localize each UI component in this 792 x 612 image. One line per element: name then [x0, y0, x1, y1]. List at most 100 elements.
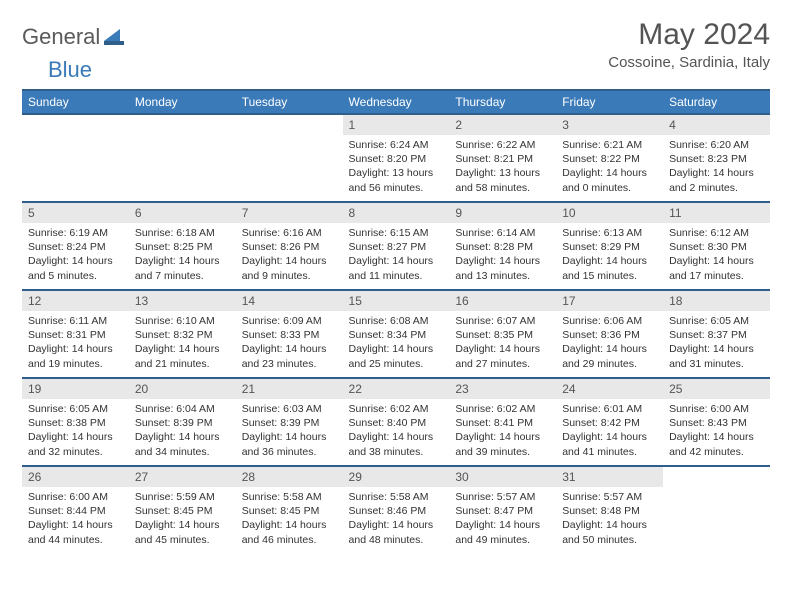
day-body: Sunrise: 6:12 AMSunset: 8:30 PMDaylight:…	[663, 223, 770, 287]
day-number: 27	[129, 467, 236, 487]
day-body: Sunrise: 6:08 AMSunset: 8:34 PMDaylight:…	[343, 311, 450, 375]
sunrise-line: Sunrise: 6:01 AM	[562, 402, 657, 416]
calendar-week-row: 12Sunrise: 6:11 AMSunset: 8:31 PMDayligh…	[22, 290, 770, 378]
calendar-cell: 22Sunrise: 6:02 AMSunset: 8:40 PMDayligh…	[343, 378, 450, 466]
daylight-line: Daylight: 14 hours and 39 minutes.	[455, 430, 550, 458]
day-body: Sunrise: 6:01 AMSunset: 8:42 PMDaylight:…	[556, 399, 663, 463]
sunrise-line: Sunrise: 6:06 AM	[562, 314, 657, 328]
calendar-cell: 26Sunrise: 6:00 AMSunset: 8:44 PMDayligh…	[22, 466, 129, 554]
daylight-line: Daylight: 14 hours and 21 minutes.	[135, 342, 230, 370]
day-body: Sunrise: 6:20 AMSunset: 8:23 PMDaylight:…	[663, 135, 770, 199]
day-number: 9	[449, 203, 556, 223]
sunrise-line: Sunrise: 5:58 AM	[242, 490, 337, 504]
day-number: 24	[556, 379, 663, 399]
sunrise-line: Sunrise: 6:24 AM	[349, 138, 444, 152]
day-body: Sunrise: 6:03 AMSunset: 8:39 PMDaylight:…	[236, 399, 343, 463]
sunset-line: Sunset: 8:38 PM	[28, 416, 123, 430]
sunrise-line: Sunrise: 5:59 AM	[135, 490, 230, 504]
day-body: Sunrise: 6:00 AMSunset: 8:43 PMDaylight:…	[663, 399, 770, 463]
day-body: Sunrise: 6:16 AMSunset: 8:26 PMDaylight:…	[236, 223, 343, 287]
sunrise-line: Sunrise: 6:20 AM	[669, 138, 764, 152]
sunset-line: Sunset: 8:42 PM	[562, 416, 657, 430]
daylight-line: Daylight: 14 hours and 34 minutes.	[135, 430, 230, 458]
sunrise-line: Sunrise: 6:05 AM	[28, 402, 123, 416]
sunset-line: Sunset: 8:39 PM	[242, 416, 337, 430]
day-body: Sunrise: 6:10 AMSunset: 8:32 PMDaylight:…	[129, 311, 236, 375]
sunset-line: Sunset: 8:29 PM	[562, 240, 657, 254]
daylight-line: Daylight: 14 hours and 38 minutes.	[349, 430, 444, 458]
day-number: 15	[343, 291, 450, 311]
sunset-line: Sunset: 8:32 PM	[135, 328, 230, 342]
day-body: Sunrise: 6:11 AMSunset: 8:31 PMDaylight:…	[22, 311, 129, 375]
daylight-line: Daylight: 14 hours and 44 minutes.	[28, 518, 123, 546]
sunset-line: Sunset: 8:44 PM	[28, 504, 123, 518]
day-number: 29	[343, 467, 450, 487]
day-number: 31	[556, 467, 663, 487]
calendar-cell: 8Sunrise: 6:15 AMSunset: 8:27 PMDaylight…	[343, 202, 450, 290]
day-header: Monday	[129, 90, 236, 114]
day-number: 3	[556, 115, 663, 135]
calendar-week-row: 1Sunrise: 6:24 AMSunset: 8:20 PMDaylight…	[22, 114, 770, 202]
day-body: Sunrise: 6:15 AMSunset: 8:27 PMDaylight:…	[343, 223, 450, 287]
day-body: Sunrise: 6:05 AMSunset: 8:38 PMDaylight:…	[22, 399, 129, 463]
daylight-line: Daylight: 14 hours and 15 minutes.	[562, 254, 657, 282]
sunset-line: Sunset: 8:34 PM	[349, 328, 444, 342]
daylight-line: Daylight: 14 hours and 31 minutes.	[669, 342, 764, 370]
day-body: Sunrise: 6:05 AMSunset: 8:37 PMDaylight:…	[663, 311, 770, 375]
calendar-cell-empty	[236, 114, 343, 202]
calendar-cell-empty	[22, 114, 129, 202]
daylight-line: Daylight: 14 hours and 29 minutes.	[562, 342, 657, 370]
day-body: Sunrise: 6:02 AMSunset: 8:41 PMDaylight:…	[449, 399, 556, 463]
sunset-line: Sunset: 8:36 PM	[562, 328, 657, 342]
day-body: Sunrise: 6:09 AMSunset: 8:33 PMDaylight:…	[236, 311, 343, 375]
calendar-cell-empty	[663, 466, 770, 554]
calendar-cell: 3Sunrise: 6:21 AMSunset: 8:22 PMDaylight…	[556, 114, 663, 202]
day-number: 19	[22, 379, 129, 399]
day-number: 18	[663, 291, 770, 311]
calendar-cell: 23Sunrise: 6:02 AMSunset: 8:41 PMDayligh…	[449, 378, 556, 466]
daylight-line: Daylight: 14 hours and 45 minutes.	[135, 518, 230, 546]
daylight-line: Daylight: 14 hours and 41 minutes.	[562, 430, 657, 458]
sunrise-line: Sunrise: 6:05 AM	[669, 314, 764, 328]
daylight-line: Daylight: 14 hours and 19 minutes.	[28, 342, 123, 370]
logo: General	[22, 18, 126, 50]
sunrise-line: Sunrise: 6:12 AM	[669, 226, 764, 240]
day-header: Tuesday	[236, 90, 343, 114]
daylight-line: Daylight: 13 hours and 56 minutes.	[349, 166, 444, 194]
sunset-line: Sunset: 8:22 PM	[562, 152, 657, 166]
day-body: Sunrise: 6:18 AMSunset: 8:25 PMDaylight:…	[129, 223, 236, 287]
sunset-line: Sunset: 8:21 PM	[455, 152, 550, 166]
day-number: 10	[556, 203, 663, 223]
sunrise-line: Sunrise: 6:21 AM	[562, 138, 657, 152]
day-number: 8	[343, 203, 450, 223]
daylight-line: Daylight: 14 hours and 9 minutes.	[242, 254, 337, 282]
calendar-table: SundayMondayTuesdayWednesdayThursdayFrid…	[22, 89, 770, 554]
sunset-line: Sunset: 8:24 PM	[28, 240, 123, 254]
sunrise-line: Sunrise: 6:19 AM	[28, 226, 123, 240]
day-number: 17	[556, 291, 663, 311]
day-number: 21	[236, 379, 343, 399]
sunrise-line: Sunrise: 6:10 AM	[135, 314, 230, 328]
sunset-line: Sunset: 8:26 PM	[242, 240, 337, 254]
day-body: Sunrise: 6:00 AMSunset: 8:44 PMDaylight:…	[22, 487, 129, 551]
day-body: Sunrise: 6:21 AMSunset: 8:22 PMDaylight:…	[556, 135, 663, 199]
daylight-line: Daylight: 14 hours and 46 minutes.	[242, 518, 337, 546]
daylight-line: Daylight: 14 hours and 27 minutes.	[455, 342, 550, 370]
sunrise-line: Sunrise: 6:15 AM	[349, 226, 444, 240]
sunset-line: Sunset: 8:45 PM	[135, 504, 230, 518]
calendar-cell: 5Sunrise: 6:19 AMSunset: 8:24 PMDaylight…	[22, 202, 129, 290]
calendar-cell: 31Sunrise: 5:57 AMSunset: 8:48 PMDayligh…	[556, 466, 663, 554]
daylight-line: Daylight: 14 hours and 0 minutes.	[562, 166, 657, 194]
day-body: Sunrise: 6:14 AMSunset: 8:28 PMDaylight:…	[449, 223, 556, 287]
logo-word-general: General	[22, 24, 100, 50]
calendar-cell: 15Sunrise: 6:08 AMSunset: 8:34 PMDayligh…	[343, 290, 450, 378]
daylight-line: Daylight: 14 hours and 25 minutes.	[349, 342, 444, 370]
daylight-line: Daylight: 14 hours and 42 minutes.	[669, 430, 764, 458]
day-body: Sunrise: 5:58 AMSunset: 8:45 PMDaylight:…	[236, 487, 343, 551]
sunrise-line: Sunrise: 6:04 AM	[135, 402, 230, 416]
sunset-line: Sunset: 8:39 PM	[135, 416, 230, 430]
day-body: Sunrise: 6:02 AMSunset: 8:40 PMDaylight:…	[343, 399, 450, 463]
day-body: Sunrise: 6:04 AMSunset: 8:39 PMDaylight:…	[129, 399, 236, 463]
calendar-cell: 30Sunrise: 5:57 AMSunset: 8:47 PMDayligh…	[449, 466, 556, 554]
daylight-line: Daylight: 14 hours and 13 minutes.	[455, 254, 550, 282]
